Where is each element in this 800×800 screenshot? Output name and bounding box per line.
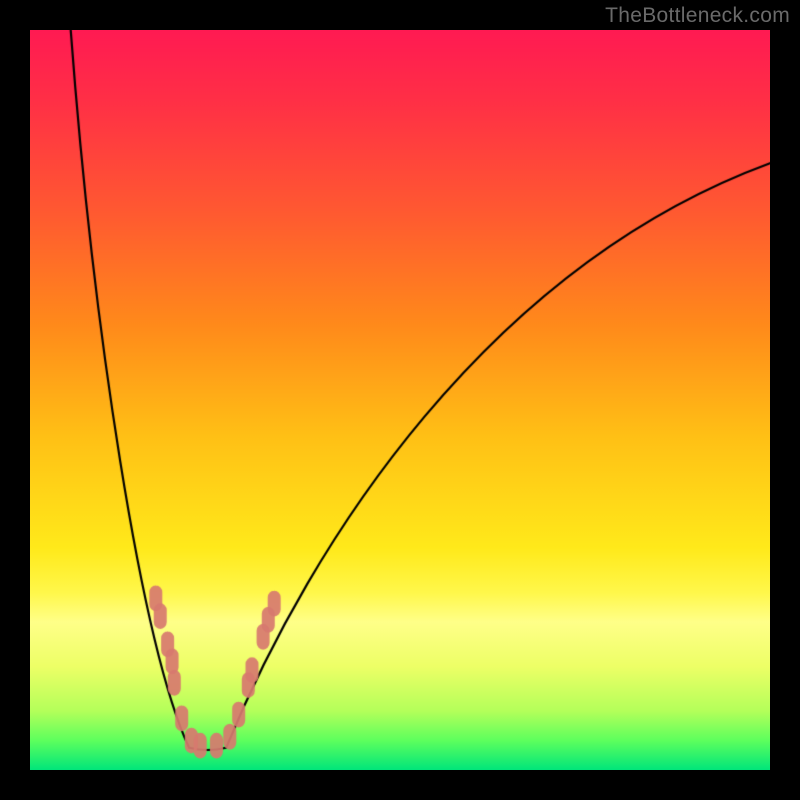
chart-container: TheBottleneck.com: [0, 0, 800, 800]
watermark-text: TheBottleneck.com: [605, 4, 790, 28]
gradient-background: [30, 30, 770, 770]
